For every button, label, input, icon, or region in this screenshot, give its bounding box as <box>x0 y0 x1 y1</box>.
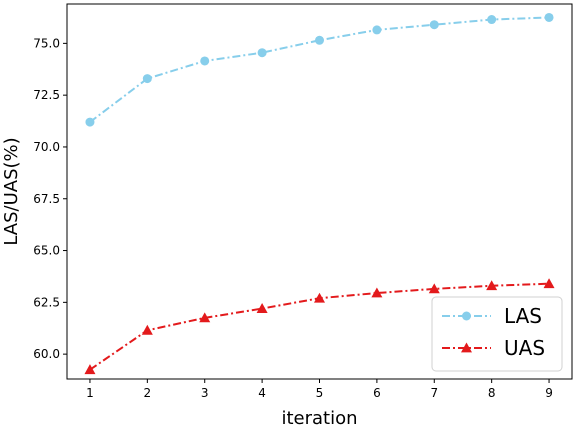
data-point-las <box>200 56 210 66</box>
legend: LAS UAS <box>431 296 563 372</box>
x-tick-label: 2 <box>144 386 152 400</box>
data-point-uas <box>314 292 325 303</box>
data-point-uas <box>199 312 211 323</box>
data-point-uas <box>428 283 440 294</box>
legend-item-uas: UAS <box>442 336 545 360</box>
y-tick-label: 75.0 <box>33 36 60 50</box>
data-point-las <box>429 20 439 30</box>
series-uas <box>84 278 555 375</box>
x-tick-label: 6 <box>373 386 381 400</box>
x-tick-label: 9 <box>545 386 553 400</box>
data-point-las <box>544 12 554 22</box>
x-tick-label: 1 <box>86 386 94 400</box>
x-tick-label: 8 <box>488 386 496 400</box>
x-tick-label: 3 <box>201 386 209 400</box>
y-tick-label: 65.0 <box>33 244 60 258</box>
data-point-las <box>487 15 497 25</box>
legend-marker-uas <box>461 342 472 353</box>
axes: 1 2 3 4 5 6 7 8 9 60.0 62.5 65.0 67.5 70.0 72.5 75.0 <box>33 36 553 400</box>
y-tick-label: 72.5 <box>33 88 60 102</box>
data-point-las <box>142 74 152 84</box>
x-axis-label: iteration <box>281 408 357 426</box>
data-point-las <box>372 25 382 35</box>
series-las <box>85 12 554 127</box>
series-group <box>84 12 555 375</box>
x-tick-label: 4 <box>258 386 266 400</box>
y-tick-label: 67.5 <box>33 192 60 206</box>
y-axis-label: LAS/UAS(%) <box>1 137 22 245</box>
data-point-las <box>315 35 324 45</box>
data-point-uas <box>371 287 383 298</box>
legend-label-las: LAS <box>504 304 542 328</box>
y-tick-label: 70.0 <box>33 140 60 154</box>
x-tick-label: 7 <box>430 386 438 400</box>
legend-label-uas: UAS <box>504 336 545 360</box>
plot-frame <box>66 3 573 380</box>
x-tick-label: 5 <box>316 386 324 400</box>
data-point-las <box>85 117 95 127</box>
data-point-uas <box>141 324 153 335</box>
data-point-uas <box>543 278 555 289</box>
y-tick-label: 62.5 <box>33 295 60 309</box>
legend-marker-las <box>462 311 471 321</box>
data-point-las <box>257 48 267 58</box>
data-point-uas <box>256 303 268 313</box>
y-tick-label: 60.0 <box>33 347 60 361</box>
data-point-uas <box>486 280 498 291</box>
series-line-las <box>89 16 550 123</box>
data-point-uas <box>84 364 96 375</box>
legend-item-las: LAS <box>442 304 542 328</box>
